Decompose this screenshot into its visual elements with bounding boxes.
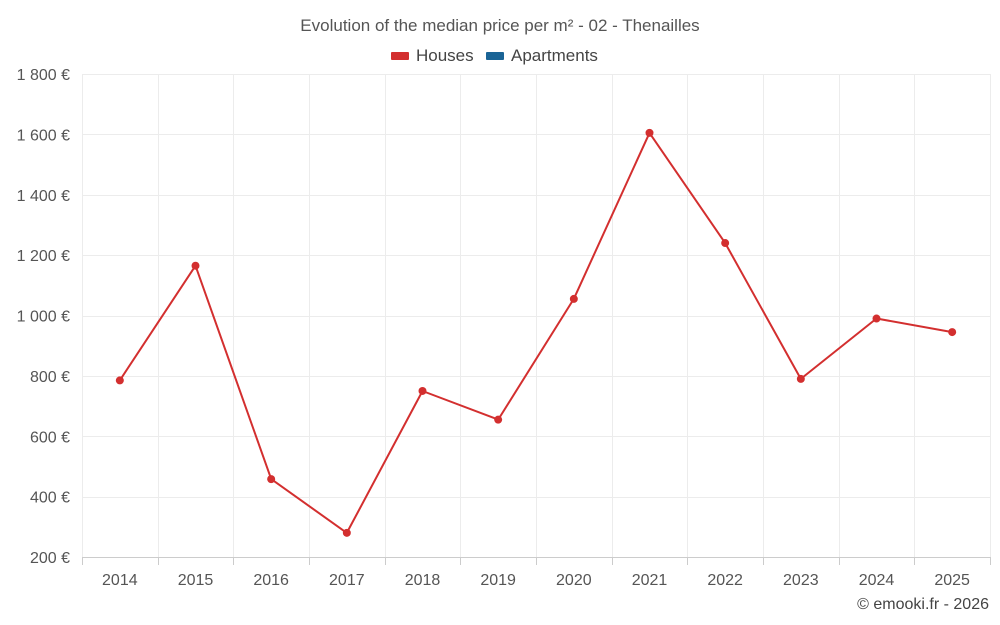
- x-tick-label: 2019: [480, 572, 516, 589]
- y-tick-label: 1 000 €: [17, 309, 70, 326]
- x-tick-label: 2015: [178, 572, 214, 589]
- legend-item-houses[interactable]: Houses: [391, 46, 474, 65]
- y-tick-label: 200 €: [30, 550, 70, 567]
- grid: [82, 74, 991, 558]
- data-point-houses-2016[interactable]: [267, 475, 276, 484]
- data-point-houses-2017[interactable]: [342, 528, 351, 537]
- data-point-houses-2025[interactable]: [948, 328, 957, 337]
- data-point-houses-2015[interactable]: [191, 261, 200, 270]
- y-axis-ticks: 200 € 400 € 600 € 800 € 1 000 € 1 200 € 1 400 …: [17, 67, 70, 567]
- x-tick-label: 2022: [707, 572, 743, 589]
- x-tick-label: 2017: [329, 572, 365, 589]
- data-point-houses-2021[interactable]: [645, 128, 654, 137]
- data-point-houses-2019[interactable]: [494, 415, 503, 424]
- legend-label-houses: Houses: [416, 46, 474, 65]
- x-tick-label: 2020: [556, 572, 592, 589]
- data-point-houses-2023[interactable]: [796, 374, 805, 383]
- y-tick-label: 1 800 €: [17, 67, 70, 84]
- data-point-houses-2014[interactable]: [115, 376, 124, 385]
- x-tick-label: 2023: [783, 572, 819, 589]
- series-houses: [115, 128, 957, 537]
- x-tick-label: 2018: [405, 572, 441, 589]
- y-tick-label: 800 €: [30, 369, 70, 386]
- data-point-houses-2018[interactable]: [418, 386, 427, 395]
- legend-swatch-apartments: [486, 52, 504, 60]
- data-point-houses-2020[interactable]: [569, 294, 578, 303]
- x-tick-label: 2024: [859, 572, 895, 589]
- y-tick-label: 600 €: [30, 429, 70, 446]
- chart-title: Evolution of the median price per m² - 0…: [300, 16, 699, 35]
- x-tick-label: 2016: [253, 572, 289, 589]
- y-tick-label: 1 200 €: [17, 248, 70, 265]
- y-tick-label: 400 €: [30, 490, 70, 507]
- credit-text: © emooki.fr - 2026: [857, 596, 989, 613]
- legend-swatch-houses: [391, 52, 409, 60]
- y-tick-label: 1 400 €: [17, 188, 70, 205]
- series-line-houses: [118, 131, 953, 534]
- x-tick-label: 2025: [934, 572, 970, 589]
- legend: Houses Apartments: [391, 46, 598, 65]
- x-axis-ticks: 2014 2015 2016 2017 2018 2019 2020 2021 2022 2023…: [82, 557, 991, 589]
- x-tick-label: 2014: [102, 572, 138, 589]
- data-point-houses-2022[interactable]: [721, 239, 730, 248]
- data-point-houses-2024[interactable]: [872, 314, 881, 323]
- y-tick-label: 1 600 €: [17, 127, 70, 144]
- legend-label-apartments: Apartments: [511, 46, 598, 65]
- legend-item-apartments[interactable]: Apartments: [486, 46, 598, 65]
- x-tick-label: 2021: [632, 572, 668, 589]
